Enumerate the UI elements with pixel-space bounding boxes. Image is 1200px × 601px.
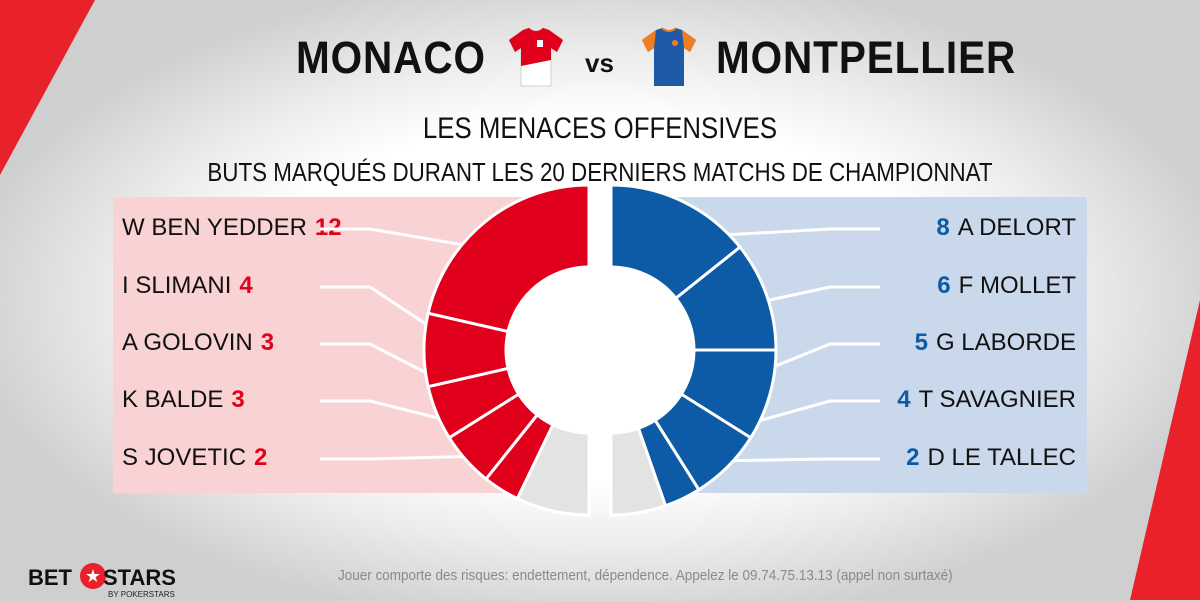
away-player-row: 5 G LABORDE — [907, 323, 1076, 363]
logo-subtitle: BY POKERSTARS — [108, 590, 175, 599]
away-player-row: 2 D LE TALLEC — [898, 438, 1076, 478]
player-goals: 3 — [231, 386, 245, 413]
away-player-row: 6 F MOLLET — [929, 266, 1076, 306]
player-name: D LE TALLEC — [927, 444, 1076, 471]
away-team-name: MONTPELLIER — [716, 32, 1017, 83]
other-goals-slice — [609, 426, 668, 517]
star-icon: ★ — [80, 563, 106, 589]
player-goals: 2 — [906, 444, 920, 471]
chart-subtitle: BUTS MARQUÉS DURANT LES 20 DERNIERS MATC… — [207, 157, 993, 187]
logo-text-bet: BET — [28, 565, 72, 590]
player-goals: 3 — [260, 329, 275, 356]
betstars-logo: BET ★ STARS BY POKERSTARS — [28, 563, 178, 601]
monaco-jersey-icon — [508, 27, 564, 87]
player-name: W BEN YEDDER — [122, 214, 307, 241]
player-goals: 2 — [254, 444, 268, 471]
home-player-row: A GOLOVIN 3 — [122, 323, 282, 363]
player-name: K BALDE — [122, 386, 224, 413]
player-goals: 4 — [239, 272, 253, 299]
player-name: I SLIMANI — [122, 272, 232, 299]
logo-text-stars: STARS — [103, 565, 176, 590]
player-name: A GOLOVIN — [122, 329, 253, 356]
player-name: A DELORT — [957, 214, 1076, 241]
montpellier-jersey-icon — [642, 27, 696, 86]
player-name: T SAVAGNIER — [918, 386, 1076, 413]
home-player-row: I SLIMANI 4 — [122, 266, 261, 306]
chart-title: LES MENACES OFFENSIVES — [422, 112, 778, 145]
match-header: MONACO vs MONTPELLIER — [0, 26, 1200, 90]
player-goals: 4 — [897, 386, 911, 413]
away-player-row: 4 T SAVAGNIER — [889, 380, 1076, 420]
player-goals: 6 — [937, 272, 951, 299]
other-goals-slice — [515, 422, 591, 517]
home-player-row: K BALDE 3 — [122, 380, 253, 420]
donut-hole — [507, 268, 589, 432]
player-goals: 5 — [914, 329, 928, 356]
player-name: S JOVETIC — [122, 444, 247, 471]
player-name: G LABORDE — [935, 329, 1076, 356]
gambling-disclaimer: Jouer comporte des risques: endettement,… — [338, 567, 953, 584]
home-player-row: S JOVETIC 2 — [122, 438, 275, 478]
player-goals: 8 — [936, 214, 950, 241]
away-donut-half — [609, 183, 778, 517]
home-donut-half — [422, 183, 591, 517]
home-team-name: MONACO — [296, 32, 486, 83]
red-corner-top-left — [0, 0, 95, 175]
label-connectors — [320, 227, 880, 464]
donut-hole — [611, 268, 693, 432]
red-corner-bottom-right — [1130, 300, 1200, 600]
versus-label: vs — [585, 48, 614, 78]
away-player-row: 8 A DELORT — [928, 208, 1076, 248]
player-name: F MOLLET — [958, 272, 1076, 299]
home-player-row: W BEN YEDDER 12 — [122, 208, 350, 248]
player-slice — [426, 183, 591, 334]
